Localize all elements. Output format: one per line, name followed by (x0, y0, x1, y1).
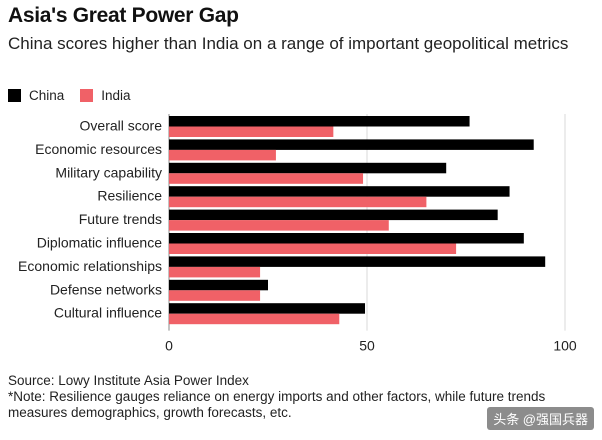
source-text: Source: Lowy Institute Asia Power Index (8, 373, 249, 388)
bar-chart: 0 50 100 Overall score Economic resources Mil… (18, 114, 577, 354)
bar-india-future-trends (169, 220, 389, 231)
watermark: 头条 @强国兵器 (487, 407, 594, 430)
x-tick-label: 100 (553, 338, 577, 354)
bar-china-military-capability (169, 162, 447, 174)
legend-swatch-india (80, 89, 94, 102)
bar-china-overall-score (169, 116, 470, 127)
bar-china-cultural-influence (169, 303, 366, 314)
bar-india-resilience (169, 196, 427, 208)
bar-china-economic-relationships (169, 256, 546, 267)
category-label: Economic relationships (18, 258, 162, 274)
x-tick-label: 0 (165, 338, 173, 354)
legend-label-india: India (101, 88, 131, 103)
category-label: Overall score (80, 118, 163, 134)
bar-india-diplomatic-influence (169, 243, 457, 254)
legend-swatch-china (8, 89, 21, 102)
legend: China India (8, 88, 147, 103)
bar-india-defense-networks (169, 290, 261, 301)
category-label: Diplomatic influence (37, 235, 162, 251)
bar-china-diplomatic-influence (169, 233, 524, 244)
bar-china-resilience (169, 186, 510, 197)
bar-china-future-trends (169, 209, 498, 221)
category-label: Resilience (97, 188, 162, 204)
chart-title: Asia's Great Power Gap (8, 4, 239, 27)
chart-subtitle: China scores higher than India on a rang… (8, 34, 569, 53)
source-note: Source: Lowy Institute Asia Power Index … (8, 373, 598, 421)
bar-china-defense-networks (169, 279, 268, 291)
bar-india-overall-score (169, 126, 334, 137)
legend-item-china: China (8, 88, 64, 103)
category-label: Future trends (79, 211, 162, 227)
bar-india-cultural-influence (169, 313, 340, 325)
bar-india-economic-resources (169, 149, 276, 161)
x-tick-label: 50 (359, 338, 375, 354)
category-label: Cultural influence (54, 305, 162, 321)
bar-india-economic-relationships (169, 266, 261, 278)
category-label: Military capability (55, 164, 162, 180)
category-label: Economic resources (35, 141, 162, 157)
legend-item-india: India (80, 88, 131, 103)
bar-india-military-capability (169, 173, 364, 184)
legend-label-china: China (29, 88, 65, 103)
footnote-text: *Note: Resilience gauges reliance on ene… (8, 389, 546, 420)
category-label: Defense networks (50, 281, 162, 297)
bar-china-economic-resources (169, 139, 534, 150)
